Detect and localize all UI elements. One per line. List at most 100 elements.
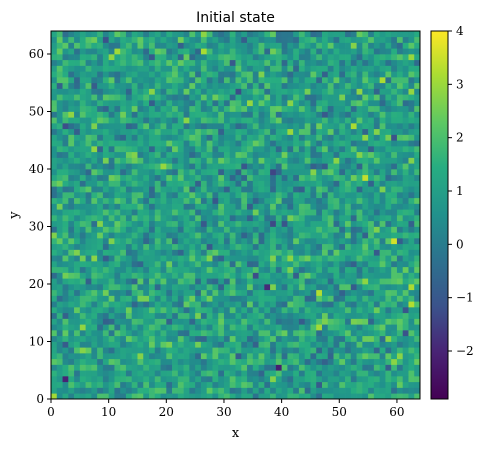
heatmap-cell [195, 255, 202, 262]
heatmap-cell [235, 209, 242, 216]
heatmap-cell [316, 278, 323, 285]
heatmap-cell [235, 203, 242, 210]
heatmap-cell [247, 186, 254, 193]
heatmap-cell [200, 272, 208, 279]
heatmap-cell [293, 295, 300, 302]
heatmap-cell [316, 105, 323, 112]
heatmap-cell [189, 48, 196, 55]
heatmap-cell [327, 82, 334, 89]
heatmap-cell [79, 88, 86, 95]
heatmap-cell [62, 128, 69, 135]
heatmap-cell [270, 88, 277, 95]
heatmap-cell [339, 163, 346, 170]
heatmap-cell [97, 238, 104, 245]
heatmap-cell [258, 347, 265, 354]
heatmap-cell [223, 100, 231, 107]
heatmap-cell [62, 289, 69, 296]
heatmap-cell [304, 358, 311, 365]
colorbar-tick-label: 4 [456, 24, 464, 38]
heatmap-cell [396, 146, 404, 153]
heatmap-cell [258, 318, 265, 325]
heatmap-cell [264, 387, 271, 394]
heatmap-cell [212, 335, 219, 342]
heatmap-cell [327, 174, 334, 181]
heatmap-cell [316, 192, 323, 199]
heatmap-cell [120, 261, 127, 268]
heatmap-cell [223, 312, 231, 319]
heatmap-cell [114, 100, 121, 107]
heatmap-cell [120, 100, 127, 107]
heatmap-cell [85, 330, 92, 337]
heatmap-cell [102, 335, 110, 342]
heatmap-cell [235, 238, 242, 245]
heatmap-cell [149, 111, 156, 118]
heatmap-cell [74, 243, 81, 250]
heatmap-cell [247, 203, 254, 210]
heatmap-cell [350, 157, 357, 164]
heatmap-cell [235, 174, 242, 181]
heatmap-cell [149, 341, 156, 348]
heatmap-cell [149, 192, 156, 199]
heatmap-cell [108, 54, 115, 61]
heatmap-cell [229, 54, 236, 61]
heatmap-cell [68, 88, 75, 95]
heatmap-cell [62, 117, 69, 124]
heatmap-cell [402, 174, 409, 181]
heatmap-cell [379, 94, 386, 101]
heatmap-cell [74, 180, 81, 187]
heatmap-cell [247, 335, 254, 342]
heatmap-cell [212, 180, 219, 187]
heatmap-cell [229, 174, 236, 181]
heatmap-cell [241, 71, 248, 78]
heatmap-cell [195, 312, 202, 319]
heatmap-cell [350, 36, 357, 43]
heatmap-cell [223, 94, 231, 101]
heatmap-cell [241, 312, 248, 319]
heatmap-cell [114, 393, 121, 400]
heatmap-cell [414, 82, 421, 89]
heatmap-cell [195, 301, 202, 308]
heatmap-cell [247, 324, 254, 331]
heatmap-cell [281, 105, 288, 112]
heatmap-cell [62, 324, 69, 331]
heatmap-cell [345, 65, 352, 72]
heatmap-cell [51, 220, 58, 227]
heatmap-cell [143, 197, 150, 204]
heatmap-cell [79, 146, 86, 153]
heatmap-cell [143, 59, 150, 66]
heatmap-cell [275, 387, 282, 394]
heatmap-cell [154, 174, 161, 181]
heatmap-cell [385, 140, 392, 147]
heatmap-cell [97, 307, 104, 314]
heatmap-cell [206, 88, 213, 95]
heatmap-cell [102, 255, 110, 262]
heatmap-cell [275, 192, 282, 199]
heatmap-cell [304, 370, 311, 377]
heatmap-cell [229, 393, 236, 400]
heatmap-cell [149, 59, 156, 66]
heatmap-cell [350, 215, 357, 222]
heatmap-cell [51, 249, 58, 256]
heatmap-cell [97, 215, 104, 222]
heatmap-cell [362, 71, 369, 78]
heatmap-cell [321, 71, 329, 78]
heatmap-cell [345, 140, 352, 147]
heatmap-cell [356, 100, 363, 107]
heatmap-cell [206, 249, 213, 256]
heatmap-cell [91, 163, 98, 170]
heatmap-cell [108, 358, 115, 365]
heatmap-cell [212, 393, 219, 400]
heatmap-cell [154, 192, 161, 199]
heatmap-cell [350, 324, 357, 331]
heatmap-cell [172, 284, 179, 291]
heatmap-cell [137, 226, 144, 233]
heatmap-cell [373, 140, 380, 147]
heatmap-cell [166, 134, 173, 141]
heatmap-cell [177, 128, 184, 135]
heatmap-cell [51, 232, 58, 239]
heatmap-cell [229, 341, 236, 348]
heatmap-cell [137, 324, 144, 331]
heatmap-cell [345, 180, 352, 187]
heatmap-cell [212, 255, 219, 262]
heatmap-cell [241, 105, 248, 112]
